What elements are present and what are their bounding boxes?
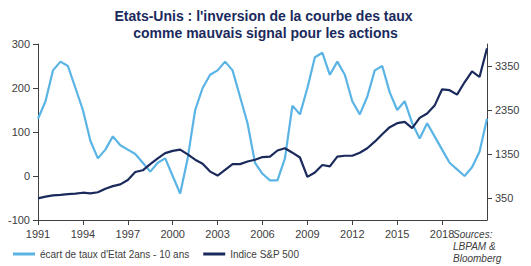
svg-text:Etats-Unis : l'inversion de la: Etats-Unis : l'inversion de la courbe de…: [114, 8, 416, 24]
svg-text:100: 100: [12, 126, 30, 138]
svg-text:Sources:: Sources:: [453, 229, 495, 240]
svg-text:Bloomberg: Bloomberg: [453, 253, 502, 264]
svg-text:200: 200: [12, 82, 30, 94]
svg-text:comme mauvais signal pour les: comme mauvais signal pour les actions: [133, 25, 398, 41]
svg-text:2006: 2006: [250, 228, 274, 240]
svg-text:écart de taux d'Etat 2ans - 10: écart de taux d'Etat 2ans - 10 ans: [40, 249, 189, 260]
svg-text:-100: -100: [8, 214, 30, 226]
svg-text:2018: 2018: [430, 228, 454, 240]
svg-text:2000: 2000: [160, 228, 184, 240]
svg-text:1350: 1350: [495, 148, 519, 160]
svg-text:LBPAM &: LBPAM &: [453, 241, 498, 252]
svg-text:1994: 1994: [71, 228, 95, 240]
svg-text:1991: 1991: [26, 228, 50, 240]
svg-text:0: 0: [24, 170, 30, 182]
svg-text:2350: 2350: [495, 104, 519, 116]
svg-text:3350: 3350: [495, 60, 519, 72]
svg-text:2003: 2003: [205, 228, 229, 240]
svg-text:2009: 2009: [295, 228, 319, 240]
svg-text:2012: 2012: [340, 228, 364, 240]
svg-text:300: 300: [12, 38, 30, 50]
svg-text:Indice S&P 500: Indice S&P 500: [230, 249, 299, 260]
svg-text:1997: 1997: [116, 228, 140, 240]
svg-text:350: 350: [495, 192, 513, 204]
svg-text:2015: 2015: [385, 228, 409, 240]
